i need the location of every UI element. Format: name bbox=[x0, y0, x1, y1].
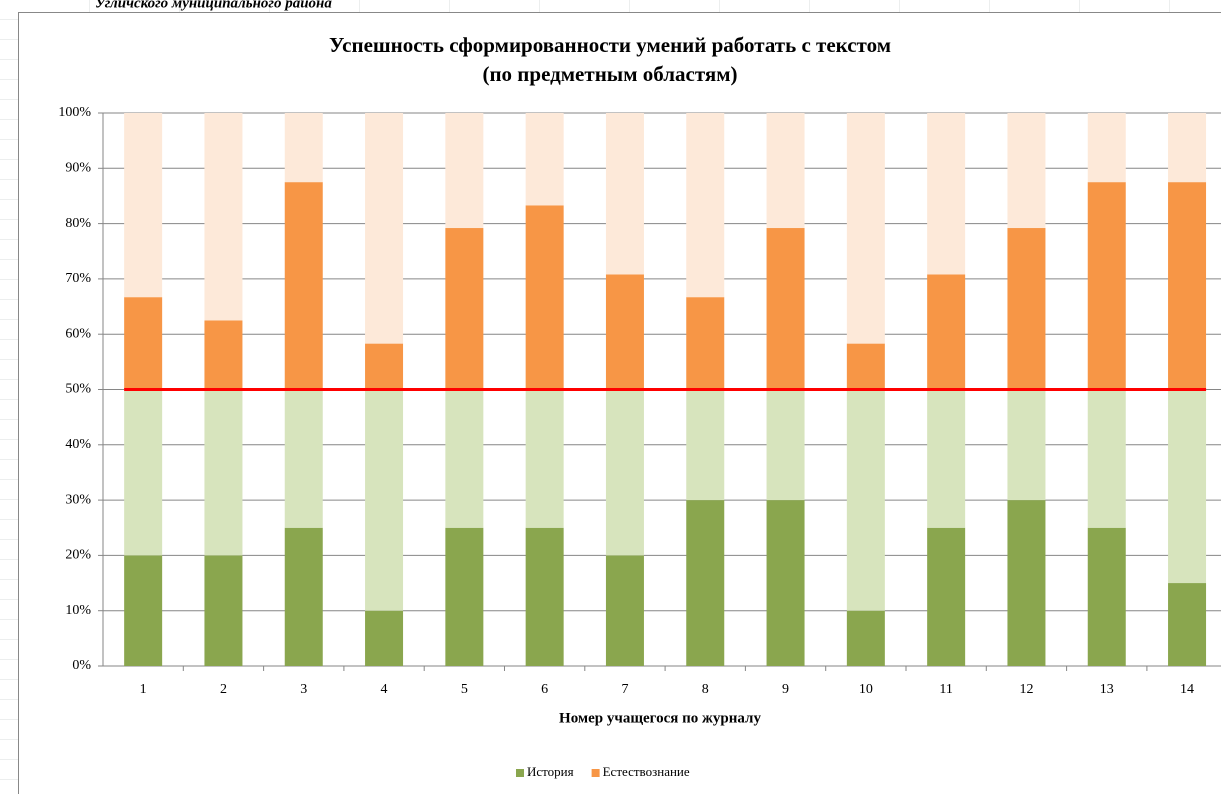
y-tick-label: 100% bbox=[58, 105, 91, 120]
x-tick-label: 1 bbox=[140, 682, 147, 697]
bar-segment bbox=[606, 274, 644, 389]
chart-title: Успешность сформированности умений работ… bbox=[329, 33, 891, 57]
bar-segment bbox=[1168, 583, 1206, 666]
bar-segment bbox=[1007, 113, 1045, 228]
x-tick-label: 6 bbox=[541, 682, 548, 697]
bar-segment bbox=[1168, 113, 1206, 182]
legend-swatch bbox=[516, 769, 524, 777]
y-tick-label: 20% bbox=[65, 548, 91, 563]
x-tick-label: 10 bbox=[859, 682, 873, 697]
bar-segment bbox=[927, 113, 965, 274]
bar-segment bbox=[365, 344, 403, 390]
x-tick-label: 5 bbox=[461, 682, 468, 697]
x-tick-label: 14 bbox=[1180, 682, 1194, 697]
bar-segment bbox=[686, 500, 724, 666]
bar-segment bbox=[124, 390, 162, 556]
bar-segment bbox=[927, 528, 965, 666]
y-tick-label: 90% bbox=[65, 161, 91, 176]
bar-segment bbox=[1088, 390, 1126, 528]
bar-segment bbox=[1168, 390, 1206, 584]
bar-segment bbox=[526, 528, 564, 666]
y-tick-label: 40% bbox=[65, 437, 91, 452]
bar-segment bbox=[1007, 228, 1045, 389]
bar-segment bbox=[606, 390, 644, 556]
bar-segment bbox=[1088, 113, 1126, 182]
bar-segment bbox=[1088, 182, 1126, 389]
y-tick-label: 50% bbox=[65, 382, 91, 397]
legend-label: История bbox=[527, 764, 574, 779]
bar-segment bbox=[365, 113, 403, 344]
x-tick-label: 4 bbox=[381, 682, 388, 697]
bar-segment bbox=[204, 390, 242, 556]
bar-segment bbox=[847, 390, 885, 611]
bar-segment bbox=[526, 390, 564, 528]
y-tick-label: 80% bbox=[65, 216, 91, 231]
header-text: Угличского муниципального района bbox=[95, 0, 332, 11]
bar-segment bbox=[1088, 528, 1126, 666]
bar-segment bbox=[124, 555, 162, 666]
bar-segment bbox=[445, 113, 483, 228]
bar-segment bbox=[686, 113, 724, 297]
x-tick-label: 2 bbox=[220, 682, 227, 697]
x-tick-label: 11 bbox=[939, 682, 952, 697]
bar-segment bbox=[606, 113, 644, 274]
bar-segment bbox=[285, 182, 323, 389]
bar-segment bbox=[847, 611, 885, 666]
bar-segment bbox=[204, 320, 242, 389]
y-tick-label: 60% bbox=[65, 326, 91, 341]
bar-segment bbox=[124, 297, 162, 389]
bar-segment bbox=[526, 205, 564, 389]
bar-segment bbox=[285, 528, 323, 666]
x-tick-label: 7 bbox=[621, 682, 628, 697]
bar-segment bbox=[686, 390, 724, 501]
bar-segment bbox=[767, 228, 805, 389]
bar-segment bbox=[445, 228, 483, 389]
bar-segment bbox=[204, 555, 242, 666]
chart-subtitle: (по предметным областям) bbox=[482, 62, 737, 86]
bar-segment bbox=[767, 500, 805, 666]
bar-segment bbox=[204, 113, 242, 320]
x-tick-label: 13 bbox=[1100, 682, 1114, 697]
bar-segment bbox=[686, 297, 724, 389]
bar-segment bbox=[1007, 500, 1045, 666]
bar-segment bbox=[1007, 390, 1045, 501]
x-tick-label: 3 bbox=[300, 682, 307, 697]
bar-segment bbox=[285, 113, 323, 182]
bar-segment bbox=[445, 528, 483, 666]
bar-segment bbox=[606, 555, 644, 666]
bar-segment bbox=[526, 113, 564, 205]
x-tick-label: 9 bbox=[782, 682, 789, 697]
x-axis-title: Номер учащегося по журналу bbox=[559, 710, 761, 726]
bar-segment bbox=[927, 274, 965, 389]
bar-segment bbox=[927, 390, 965, 528]
legend-swatch bbox=[592, 769, 600, 777]
bar-segment bbox=[847, 113, 885, 344]
y-tick-label: 30% bbox=[65, 492, 91, 507]
bar-segment bbox=[365, 390, 403, 611]
legend-label: Естествознание bbox=[603, 764, 690, 779]
y-tick-label: 0% bbox=[72, 658, 91, 673]
bar-segment bbox=[365, 611, 403, 666]
bar-segment bbox=[767, 390, 805, 501]
x-tick-label: 8 bbox=[702, 682, 709, 697]
y-tick-label: 10% bbox=[65, 603, 91, 618]
bar-segment bbox=[767, 113, 805, 228]
bar-segment bbox=[847, 344, 885, 390]
bar-segment bbox=[124, 113, 162, 297]
y-tick-label: 70% bbox=[65, 271, 91, 286]
bar-segment bbox=[445, 390, 483, 528]
bar-segment bbox=[1168, 182, 1206, 389]
bar-segment bbox=[285, 390, 323, 528]
x-tick-label: 12 bbox=[1019, 682, 1033, 697]
